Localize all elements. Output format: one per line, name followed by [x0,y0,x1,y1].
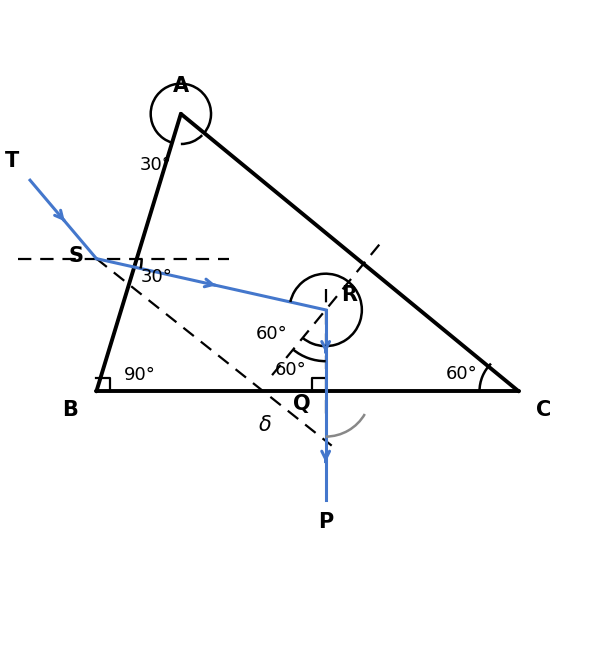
Text: 60°: 60° [445,365,477,384]
Text: T: T [5,151,19,171]
Text: R: R [341,285,357,305]
Text: 60°: 60° [275,361,306,379]
Text: δ: δ [259,415,272,434]
Text: A: A [173,75,189,96]
Text: 60°: 60° [255,325,287,343]
Text: 30°: 30° [140,156,172,174]
Text: 30°: 30° [141,268,173,286]
Text: B: B [63,400,78,420]
Text: Q: Q [293,394,311,415]
Text: 90°: 90° [124,366,156,384]
Text: P: P [318,512,333,532]
Text: S: S [68,245,83,266]
Text: C: C [536,400,551,420]
